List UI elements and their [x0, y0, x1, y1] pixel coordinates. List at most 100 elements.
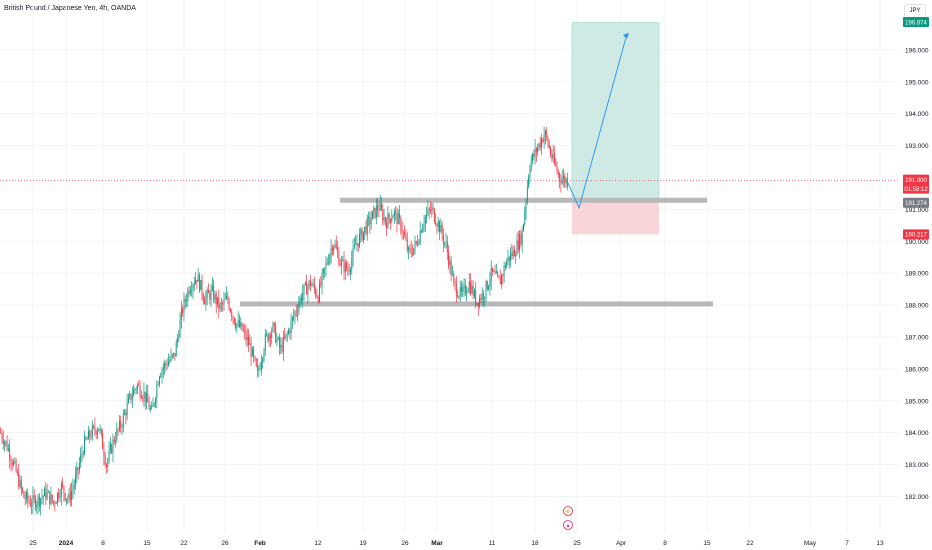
candle-body [499, 278, 501, 285]
candle-body [348, 270, 350, 272]
candle-body [436, 224, 438, 227]
candle-body [76, 467, 78, 476]
candle-body [340, 260, 342, 266]
candle-body [179, 319, 181, 338]
currency-button[interactable]: JPY [904, 4, 926, 19]
candle-body [546, 131, 548, 138]
time-tick-label: 8 [663, 540, 667, 547]
price-axis[interactable]: 182.000 183.000 184.000 185.000 186.000 187.0… [903, 17, 929, 501]
candle-body [393, 211, 395, 217]
time-tick-label: 25 [573, 540, 581, 547]
candle-body [62, 483, 64, 487]
candle-body [520, 233, 522, 245]
candle-body [428, 208, 430, 210]
price-tick-label: 188.000 [905, 303, 929, 310]
candle-body [168, 361, 169, 366]
candle-body [388, 213, 390, 219]
time-axis[interactable]: 25 2024 8 15 22 26 Feb 12 19 26 Mar 11 18 25 Apr 8 15 22 M… [29, 540, 884, 547]
candle-body [246, 337, 248, 341]
candle-body [139, 385, 141, 397]
time-tick-label: Mar [431, 540, 443, 547]
candle-body [182, 308, 184, 314]
candle-body [40, 498, 42, 506]
candle-body [521, 231, 523, 245]
candle-body [236, 323, 238, 328]
candle-body [237, 320, 239, 324]
candle-body [544, 131, 546, 136]
candle-body [550, 148, 552, 155]
candle-body [421, 230, 422, 233]
candle-body [490, 267, 492, 282]
candle-body [352, 247, 354, 259]
candle-body [306, 282, 308, 295]
candle-body [263, 350, 265, 359]
candle-body [20, 479, 22, 489]
candle-body [461, 286, 462, 292]
candle-body [239, 320, 240, 327]
candle-body [450, 260, 452, 276]
candle-body [427, 208, 429, 215]
candle-body [337, 248, 339, 253]
candle-body [223, 299, 225, 304]
candle-body [440, 224, 442, 233]
candle-body [97, 431, 98, 435]
candle-body [60, 483, 62, 497]
candle-body [541, 139, 542, 148]
candle-body [23, 491, 25, 498]
candle-body [126, 402, 128, 416]
candle-body [330, 247, 332, 255]
candle-body [556, 165, 558, 172]
candle-body [300, 297, 302, 301]
candle-body [503, 265, 505, 276]
time-tick-label: 19 [359, 540, 367, 547]
candle-body [552, 153, 554, 159]
take-profit-label: 196.874 [905, 20, 927, 26]
countdown-label: 01:58:12 [904, 187, 928, 193]
candle-body [267, 333, 269, 341]
candle-body [18, 472, 20, 487]
candle-body [362, 231, 364, 240]
candle-body [259, 369, 261, 370]
candle-body [390, 218, 391, 223]
candle-body [333, 246, 335, 251]
candle-body [537, 147, 539, 153]
candle-body [502, 275, 504, 276]
candle-body [533, 154, 535, 157]
candle-body [454, 280, 456, 284]
candle-body [59, 496, 61, 498]
candle-body [384, 217, 386, 223]
candle-body [208, 290, 209, 294]
candle-body [95, 430, 97, 435]
candle-body [423, 223, 425, 227]
candle-body [113, 439, 115, 442]
candle-body [269, 334, 271, 339]
candle-body [209, 293, 211, 300]
earnings-icon [563, 520, 573, 530]
candle-body [262, 358, 264, 363]
candle-body [147, 393, 149, 403]
time-tick-label: 13 [876, 540, 884, 547]
level-bars [240, 197, 713, 307]
take-profit-zone [571, 22, 660, 202]
candle-body [151, 406, 153, 409]
candle-body [494, 271, 496, 274]
candle-body [0, 432, 2, 434]
candle-body [297, 311, 299, 313]
candle-body [251, 348, 253, 357]
candle-body [84, 437, 86, 454]
candle-body [356, 243, 358, 245]
candle-body [35, 497, 36, 508]
candle-body [232, 316, 234, 318]
candle-body [178, 337, 180, 339]
candle-body [532, 154, 533, 162]
candle-body [290, 320, 292, 333]
price-tick-label: 184.000 [905, 430, 929, 437]
price-tick-label: 186.000 [905, 366, 929, 373]
candle-body [149, 408, 151, 410]
candle-body [368, 217, 370, 219]
candle-body [298, 303, 300, 312]
candle-body [308, 280, 310, 287]
candle-body [497, 272, 499, 276]
candle-body [224, 298, 226, 300]
